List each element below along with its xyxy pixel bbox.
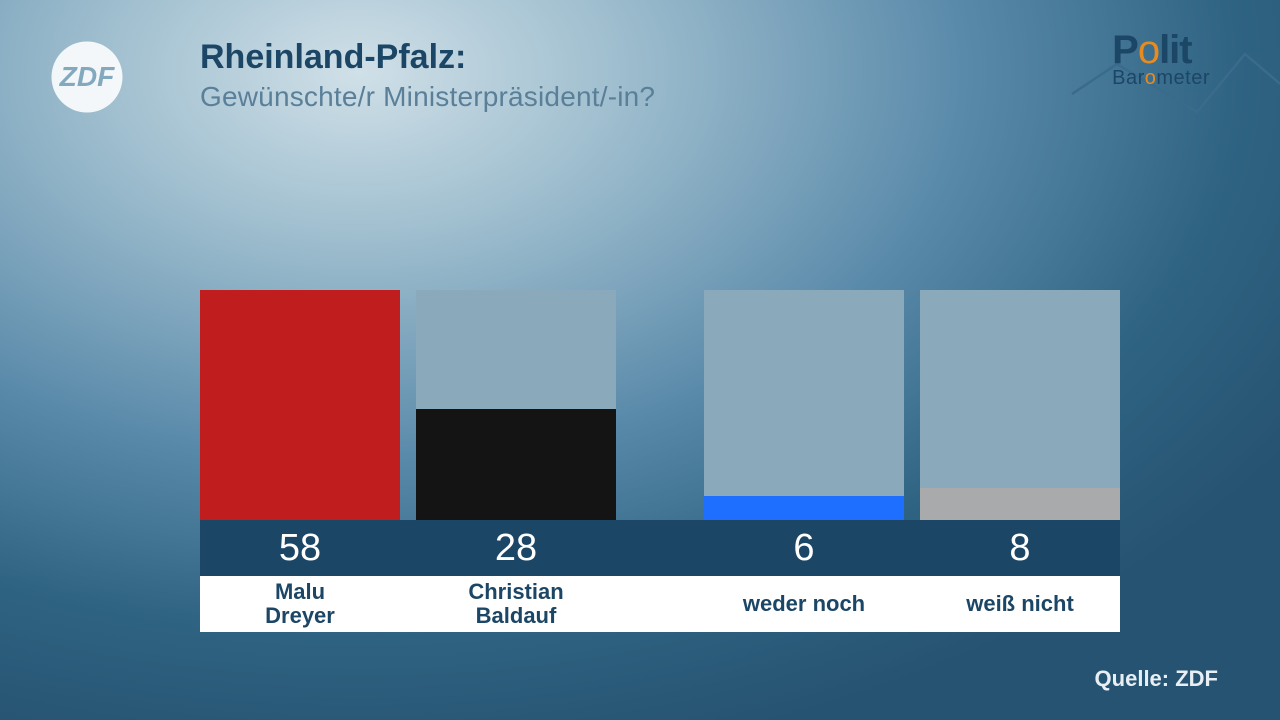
spacer <box>632 520 688 576</box>
bar-fill <box>704 496 904 520</box>
title-block: Rheinland-Pfalz: Gewünschte/r Ministerpr… <box>200 38 655 113</box>
page-subtitle: Gewünschte/r Ministerpräsident/-in? <box>200 81 655 113</box>
labels-row: Malu Dreyer Christian Baldauf weder noch we… <box>200 576 1120 632</box>
bar-fill <box>920 488 1120 520</box>
politbarometer-logo: Polit Barometer <box>1112 28 1210 90</box>
page-title: Rheinland-Pfalz: <box>200 38 655 77</box>
bar <box>704 290 904 520</box>
bar-label: Christian Baldauf <box>416 576 616 632</box>
svg-text:ZDF: ZDF <box>59 61 115 92</box>
bars-row <box>200 290 1120 520</box>
bar-label: weiß nicht <box>920 576 1120 632</box>
bar-label: Malu Dreyer <box>200 576 400 632</box>
source-attribution: Quelle: ZDF <box>1095 666 1218 692</box>
bar-value: 58 <box>200 520 400 576</box>
zdf-logo: ZDF <box>50 40 124 119</box>
spacer <box>632 576 688 632</box>
stage: ZDF Rheinland-Pfalz: Gewünschte/r Minist… <box>0 0 1280 720</box>
bar <box>920 290 1120 520</box>
bar-value: 8 <box>920 520 1120 576</box>
bar-value: 28 <box>416 520 616 576</box>
bar-fill <box>200 290 400 520</box>
polit-logo-bottom: Barometer <box>1112 67 1210 90</box>
values-row: 58 28 68 <box>200 520 1120 576</box>
bar <box>416 290 616 520</box>
bar-value: 6 <box>704 520 904 576</box>
bar-fill <box>416 409 616 520</box>
bar <box>200 290 400 520</box>
bar-label: weder noch <box>704 576 904 632</box>
bar-chart: 58 28 68 Malu Dreyer Christian Baldauf weder… <box>200 290 1120 632</box>
